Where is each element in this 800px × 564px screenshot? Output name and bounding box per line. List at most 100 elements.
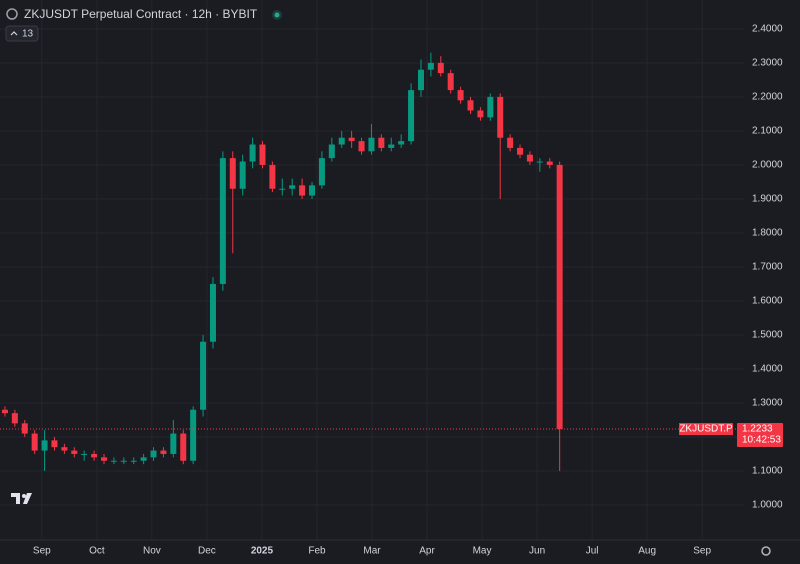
candle-body bbox=[130, 460, 137, 462]
candle-body bbox=[358, 141, 365, 152]
candle-body bbox=[170, 433, 177, 454]
candle-body bbox=[110, 460, 117, 462]
y-tick-label: 2.1000 bbox=[752, 126, 783, 137]
symbol-icon[interactable] bbox=[6, 8, 18, 20]
x-tick-label: Sep bbox=[693, 546, 711, 557]
candle-body bbox=[497, 96, 504, 138]
candle-body bbox=[457, 90, 464, 101]
y-tick-label: 2.4000 bbox=[752, 24, 783, 35]
candle-body bbox=[91, 453, 98, 458]
grid bbox=[0, 0, 744, 540]
candle-body bbox=[229, 158, 236, 189]
chart-title[interactable]: ZKJUSDT Perpetual Contract · 12h · BYBIT bbox=[24, 7, 258, 21]
candle-body bbox=[427, 62, 434, 70]
candle-body bbox=[160, 450, 167, 454]
candle-body bbox=[140, 457, 147, 461]
y-tick-label: 1.1000 bbox=[752, 466, 783, 477]
candle-body bbox=[120, 460, 127, 462]
y-tick-label: 2.0000 bbox=[752, 160, 783, 171]
candle-body bbox=[388, 144, 395, 148]
candle-body bbox=[81, 453, 88, 455]
candle-body bbox=[31, 433, 38, 451]
x-tick-label: Aug bbox=[638, 546, 656, 557]
candle-body bbox=[279, 188, 286, 190]
candle-body bbox=[190, 409, 197, 461]
x-tick-label: Nov bbox=[143, 546, 161, 557]
status-dot bbox=[274, 12, 280, 18]
candle-body bbox=[51, 440, 58, 448]
y-tick-label: 1.7000 bbox=[752, 262, 783, 273]
settings-button[interactable] bbox=[761, 546, 771, 556]
candle-body bbox=[41, 440, 48, 451]
candle-body bbox=[200, 341, 207, 410]
candle-body bbox=[101, 457, 108, 461]
candle-body bbox=[328, 144, 335, 159]
chevron bbox=[10, 31, 18, 36]
candle-body bbox=[11, 413, 18, 424]
candle-body bbox=[61, 447, 68, 451]
candle-body bbox=[318, 158, 325, 186]
countdown-text: 10:42:53 bbox=[742, 435, 781, 446]
y-tick-label: 1.0000 bbox=[752, 500, 783, 511]
candle-body bbox=[71, 450, 78, 454]
candle-body bbox=[398, 141, 405, 145]
candle-body bbox=[309, 185, 316, 196]
indicator-count: 13 bbox=[22, 29, 34, 40]
price-tag-text: 1.2233 bbox=[742, 424, 773, 435]
y-tick-label: 2.3000 bbox=[752, 58, 783, 69]
y-tick-label: 1.8000 bbox=[752, 228, 783, 239]
x-tick-label: Apr bbox=[419, 546, 435, 557]
x-tick-label: Oct bbox=[89, 546, 105, 557]
y-tick-label: 2.2000 bbox=[752, 92, 783, 103]
symbol-tag-text: ZKJUSDT.P bbox=[679, 424, 733, 435]
candle-body bbox=[556, 164, 563, 430]
candle-body bbox=[299, 185, 306, 196]
candle-body bbox=[289, 185, 296, 189]
candle-body bbox=[417, 69, 424, 91]
y-tick-label: 1.3000 bbox=[752, 398, 783, 409]
x-tick-label: Mar bbox=[363, 546, 381, 557]
candle-body bbox=[1, 409, 8, 414]
x-tick-label: Sep bbox=[33, 546, 51, 557]
candle-body bbox=[517, 147, 524, 155]
candles bbox=[1, 52, 563, 471]
x-tick-label: Jun bbox=[529, 546, 545, 557]
candle-body bbox=[408, 90, 415, 142]
candle-body bbox=[21, 423, 28, 434]
y-tick-label: 1.5000 bbox=[752, 330, 783, 341]
candle-body bbox=[477, 110, 484, 118]
candle-body bbox=[507, 137, 514, 148]
x-tick-label: Jul bbox=[586, 546, 599, 557]
indicator-toggle[interactable] bbox=[5, 25, 39, 42]
candle-body bbox=[219, 158, 226, 284]
candle-body bbox=[536, 161, 543, 163]
y-tick-label: 1.6000 bbox=[752, 296, 783, 307]
candle-body bbox=[249, 144, 256, 162]
candle-body bbox=[526, 154, 533, 162]
candle-body bbox=[378, 137, 385, 148]
x-tick-label: May bbox=[473, 546, 492, 557]
candle-body bbox=[338, 137, 345, 145]
candle-body bbox=[348, 137, 355, 142]
y-tick-label: 1.4000 bbox=[752, 364, 783, 375]
candle-body bbox=[239, 161, 246, 189]
candle-body bbox=[259, 144, 266, 165]
candle-body bbox=[546, 161, 553, 165]
candle-body bbox=[180, 433, 187, 461]
tv-logo bbox=[11, 493, 32, 504]
x-tick-label: Dec bbox=[198, 546, 216, 557]
x-tick-label: 2025 bbox=[251, 546, 274, 557]
y-tick-label: 1.9000 bbox=[752, 194, 783, 205]
candle-body bbox=[487, 96, 494, 118]
candle-body bbox=[368, 137, 375, 152]
x-tick-label: Feb bbox=[308, 546, 326, 557]
candle-body bbox=[447, 73, 454, 91]
candle-body bbox=[467, 100, 474, 111]
candle-body bbox=[269, 164, 276, 189]
candle-body bbox=[437, 62, 444, 74]
candle-body bbox=[150, 450, 157, 458]
symbol-tag bbox=[679, 423, 733, 436]
